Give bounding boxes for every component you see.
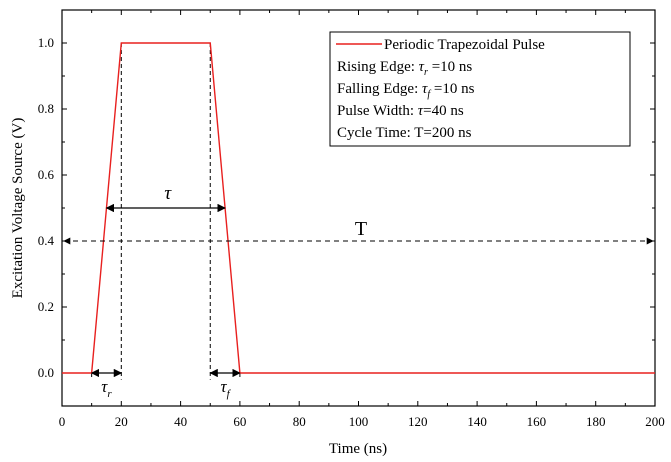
x-tick-label: 100 — [349, 414, 369, 429]
y-tick-label: 1.0 — [38, 35, 54, 50]
y-tick-label: 0.0 — [38, 365, 54, 380]
legend-info-line: Rising Edge: τr =10 ns — [337, 59, 472, 78]
y-tick-label: 0.4 — [38, 233, 55, 248]
rise-time-label: τr — [101, 377, 112, 400]
legend-info-line: Falling Edge: τf =10 ns — [337, 81, 475, 100]
x-tick-label: 80 — [293, 414, 306, 429]
x-tick-label: 200 — [645, 414, 665, 429]
legend-info-line: Pulse Width: τ=40 ns — [337, 103, 464, 119]
x-tick-label: 20 — [115, 414, 128, 429]
x-tick-label: 160 — [527, 414, 547, 429]
x-tick-label: 120 — [408, 414, 428, 429]
pulse-width-label: τ — [164, 183, 172, 204]
x-tick-label: 40 — [174, 414, 187, 429]
y-tick-label: 0.8 — [38, 101, 54, 116]
x-axis-title: Time (ns) — [329, 441, 387, 457]
pulse-series-line — [62, 42, 655, 374]
y-tick-label: 0.6 — [38, 167, 55, 182]
legend-info-line: Cycle Time: T=200 ns — [337, 125, 472, 141]
x-tick-label: 140 — [467, 414, 487, 429]
fall-time-label: τf — [220, 377, 231, 400]
x-tick-label: 180 — [586, 414, 606, 429]
period-label: T — [355, 218, 367, 240]
y-tick-label: 0.2 — [38, 299, 54, 314]
x-tick-label: 60 — [233, 414, 246, 429]
y-axis-title: Excitation Voltage Source (V) — [10, 118, 26, 299]
x-tick-label: 0 — [59, 414, 66, 429]
legend-box — [329, 31, 631, 147]
legend-series-name: Periodic Trapezoidal Pulse — [384, 37, 545, 53]
